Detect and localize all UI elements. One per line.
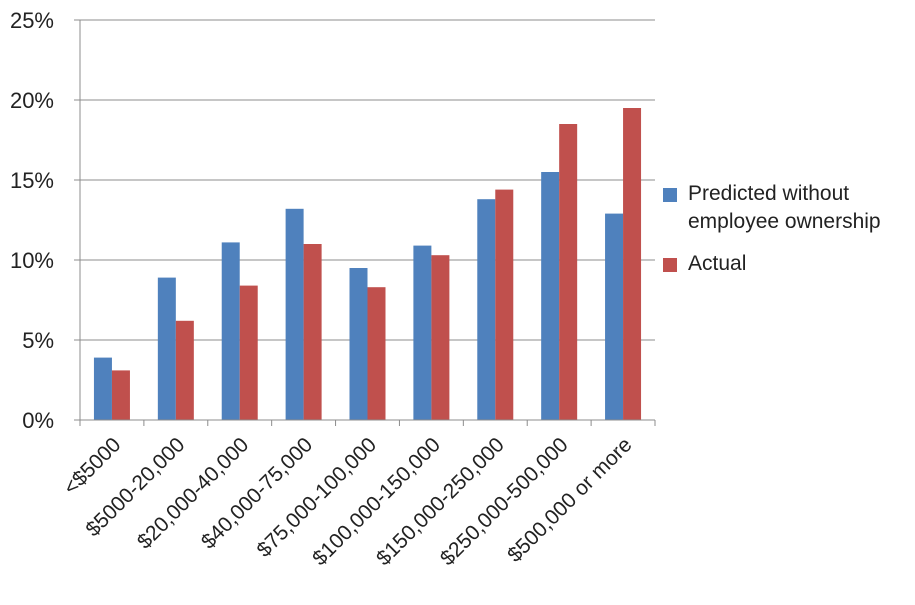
bar-actual — [623, 108, 642, 420]
bar-predicted — [157, 277, 176, 420]
bar-actual — [111, 370, 130, 420]
bar-predicted — [93, 357, 112, 420]
bar-actual — [303, 244, 322, 420]
bar-actual — [239, 285, 258, 420]
bar-actual — [175, 320, 194, 420]
y-tick-label: 25% — [10, 8, 54, 33]
x-tick-label: $75,000-100,000 — [252, 433, 381, 562]
bar-predicted — [605, 213, 624, 420]
x-axis-ticks: <$5000$5000-20,000$20,000-40,000$40,000-… — [59, 420, 656, 570]
bars — [93, 108, 642, 420]
bar-actual — [559, 124, 578, 420]
bar-actual — [431, 255, 450, 420]
bar-predicted — [349, 268, 368, 420]
bar-predicted — [221, 242, 240, 420]
legend-swatch-predicted — [663, 188, 677, 202]
y-tick-label: 0% — [22, 408, 54, 433]
y-tick-label: 20% — [10, 88, 54, 113]
legend-item-predicted: Predicted without employee ownership — [663, 180, 913, 236]
y-tick-label: 10% — [10, 248, 54, 273]
bar-actual — [367, 287, 386, 420]
legend-label-actual: Actual — [688, 252, 747, 275]
bar-predicted — [541, 172, 560, 420]
bar-predicted — [477, 199, 496, 420]
legend: Predicted without employee ownership Act… — [663, 180, 913, 292]
legend-item-actual: Actual — [663, 250, 913, 278]
x-tick-label: $500,000 or more — [503, 433, 636, 566]
bar-actual — [495, 189, 514, 420]
bar-predicted — [413, 245, 432, 420]
y-tick-label: 15% — [10, 168, 54, 193]
y-axis-ticks: 0% 5% 10% 15% 20% 25% — [10, 8, 80, 433]
bar-predicted — [285, 208, 304, 420]
x-tick-label: $20,000-40,000 — [133, 433, 253, 553]
legend-label-predicted: Predicted without employee ownership — [688, 182, 881, 233]
axes — [79, 20, 655, 421]
x-tick-label: $40,000-75,000 — [197, 433, 317, 553]
y-tick-label: 5% — [22, 328, 54, 353]
legend-swatch-actual — [663, 258, 677, 272]
